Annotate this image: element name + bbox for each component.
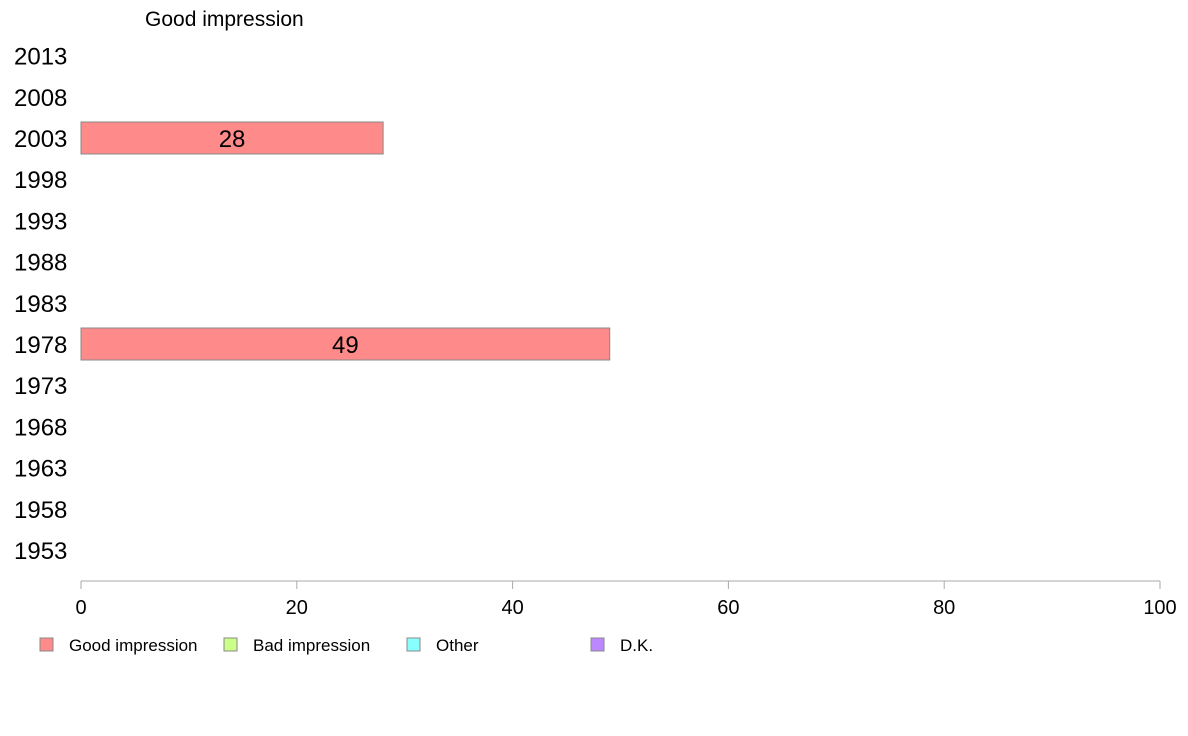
year-label: 1998 <box>14 167 67 194</box>
year-label: 1958 <box>14 497 67 524</box>
x-axis: 0 20 40 60 80 100 <box>75 580 1177 619</box>
legend-label: Other <box>436 636 479 655</box>
legend: Good impression Bad impression Other D.K. <box>39 636 653 655</box>
x-tick-label: 80 <box>933 597 955 619</box>
x-tick-label: 0 <box>75 597 86 619</box>
year-label: 1993 <box>14 208 67 235</box>
year-labels: 2013 2008 2003 1998 1993 1988 1983 1978 1973 1968… <box>14 44 67 565</box>
bars: 28 49 <box>80 121 611 361</box>
legend-label: D.K. <box>620 636 653 655</box>
chart-title: Good impression <box>145 8 304 31</box>
year-label: 1988 <box>14 250 67 277</box>
year-label: 2008 <box>14 85 67 112</box>
legend-swatch <box>406 637 421 652</box>
bar <box>80 327 611 361</box>
year-label: 1973 <box>14 373 67 400</box>
year-label: 1983 <box>14 291 67 318</box>
legend-label: Bad impression <box>253 636 370 655</box>
year-label: 2003 <box>14 126 67 153</box>
x-tick-label: 20 <box>286 597 308 619</box>
bar <box>80 121 384 155</box>
year-label: 2013 <box>14 44 67 71</box>
legend-swatch <box>590 637 605 652</box>
year-label: 1963 <box>14 456 67 483</box>
x-tick-label: 60 <box>717 597 739 619</box>
year-label: 1953 <box>14 538 67 565</box>
legend-label: Good impression <box>69 636 198 655</box>
x-tick-label: 40 <box>501 597 523 619</box>
legend-swatch <box>223 637 238 652</box>
x-tick-label: 100 <box>1143 597 1176 619</box>
year-label: 1978 <box>14 332 67 359</box>
bar-value-label: 49 <box>332 332 359 359</box>
year-label: 1968 <box>14 414 67 441</box>
bar-value-label: 28 <box>219 126 246 153</box>
legend-swatch <box>39 637 54 652</box>
